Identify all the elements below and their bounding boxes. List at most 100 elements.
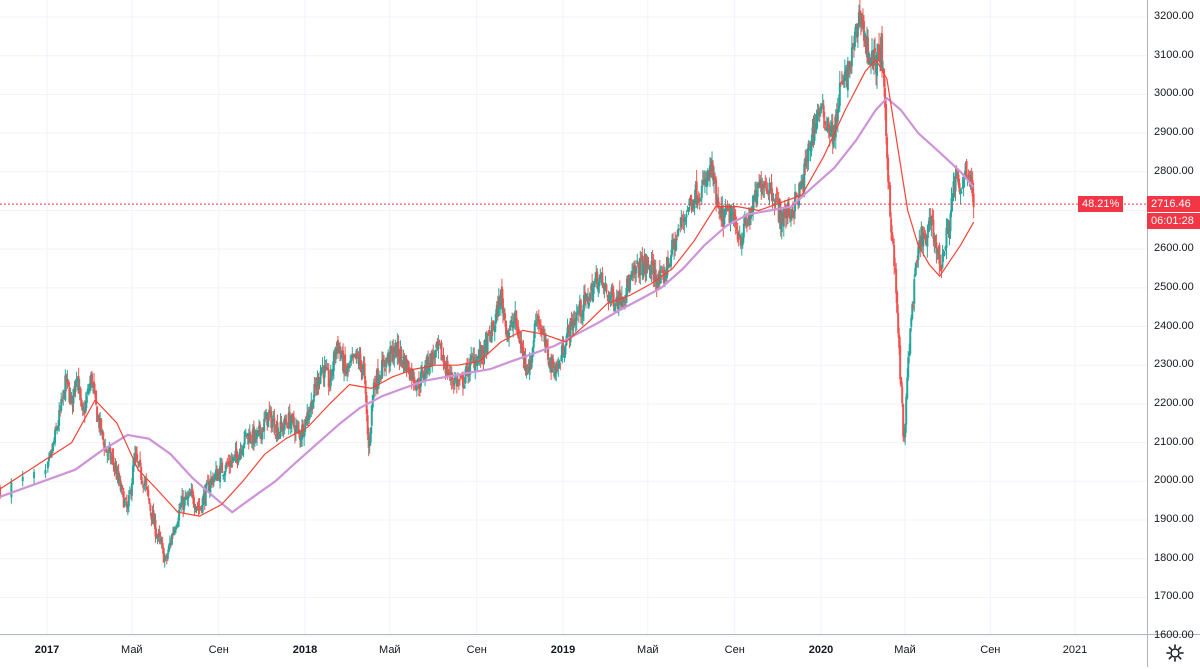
candle-body	[883, 68, 886, 87]
candle-body	[490, 322, 493, 342]
candle-body	[117, 471, 120, 482]
candle-body	[248, 432, 251, 443]
candle-body	[968, 179, 971, 182]
candle-body	[439, 343, 442, 345]
candle-body	[408, 372, 411, 380]
time-tick-label: Май	[894, 644, 916, 656]
candle-body	[698, 200, 701, 202]
candle-body	[846, 61, 849, 91]
candle-body	[930, 216, 933, 226]
candle-body	[323, 365, 326, 378]
candle-body	[191, 488, 194, 494]
time-tick-label: 2020	[808, 644, 834, 656]
time-tick-label: Сен	[466, 644, 487, 656]
candle-body	[820, 107, 823, 110]
candle-body	[528, 360, 531, 375]
candle-body	[577, 312, 580, 314]
candle-body	[536, 315, 539, 323]
candle-body	[399, 349, 402, 363]
candle-body	[924, 233, 927, 240]
candle-body	[103, 442, 106, 451]
candle-body	[556, 363, 559, 372]
candle-body	[761, 187, 764, 195]
percent-change-badge: 48.21%	[1078, 196, 1124, 212]
candle-body	[187, 496, 190, 499]
candle-body	[868, 57, 871, 61]
candle-body	[847, 61, 850, 71]
candle-body	[180, 503, 183, 508]
candle-body	[639, 258, 642, 276]
candle-body	[864, 37, 867, 54]
candle-body	[800, 183, 803, 189]
candle-body	[870, 61, 873, 64]
candle-body	[692, 200, 695, 206]
candle-body	[312, 399, 315, 409]
candle-body	[684, 217, 687, 222]
candle-body	[842, 77, 845, 82]
candle-body	[956, 174, 959, 176]
candle-body	[612, 292, 615, 307]
candle-body	[823, 120, 826, 125]
candle-body	[942, 253, 945, 257]
candle-body	[74, 381, 77, 392]
candle-body	[935, 242, 938, 254]
candle-body	[570, 318, 573, 322]
candle-body	[449, 371, 452, 378]
candle-body	[825, 127, 828, 132]
candle-body	[704, 179, 707, 185]
candle-body	[685, 214, 688, 218]
candle-body	[511, 322, 514, 327]
candle-body	[941, 254, 944, 269]
candle-body	[563, 352, 566, 358]
candle-body	[737, 238, 740, 240]
candle-body	[101, 430, 104, 432]
candle-body	[875, 54, 878, 74]
candle-body	[713, 175, 716, 184]
candle-body	[231, 460, 234, 462]
candle-body	[324, 367, 327, 369]
candle-body	[621, 296, 624, 302]
candle-body	[620, 296, 623, 307]
candle-body	[465, 366, 468, 377]
gear-icon[interactable]	[1164, 642, 1186, 664]
candle-body	[754, 190, 757, 201]
candle-body	[33, 471, 36, 479]
candle-body	[106, 454, 109, 456]
candle-body	[830, 121, 833, 134]
candle-body	[441, 357, 444, 361]
candle-body	[540, 330, 543, 332]
candle-body	[258, 426, 261, 430]
candle-body	[557, 365, 560, 369]
candle-body	[438, 340, 441, 344]
price-tick-label: 1800.00	[1154, 551, 1194, 564]
candle-body	[898, 334, 901, 348]
candle-body	[396, 341, 399, 356]
candle-body	[331, 368, 334, 376]
candle-body	[144, 481, 147, 484]
candle-body	[235, 448, 238, 456]
candle-body	[946, 228, 949, 231]
candle-body	[526, 366, 529, 369]
candle-body	[955, 169, 958, 173]
candle-body	[44, 469, 47, 475]
candle-body	[93, 381, 96, 389]
candle-body	[616, 298, 619, 309]
candle-body	[891, 231, 894, 242]
candle-body	[702, 179, 705, 185]
candle-body	[359, 353, 362, 364]
candle-body	[138, 461, 141, 466]
candle-body	[717, 197, 720, 208]
candle-body	[430, 352, 433, 367]
candle-body	[211, 478, 214, 485]
candle-body	[160, 542, 163, 544]
candle-body	[116, 470, 119, 478]
candle-body	[533, 323, 536, 339]
candle-body	[21, 476, 24, 481]
candle-body	[214, 469, 217, 475]
candle-body	[603, 284, 606, 290]
candle-body	[54, 429, 57, 444]
candle-body	[808, 146, 811, 148]
candle-body	[73, 386, 76, 391]
